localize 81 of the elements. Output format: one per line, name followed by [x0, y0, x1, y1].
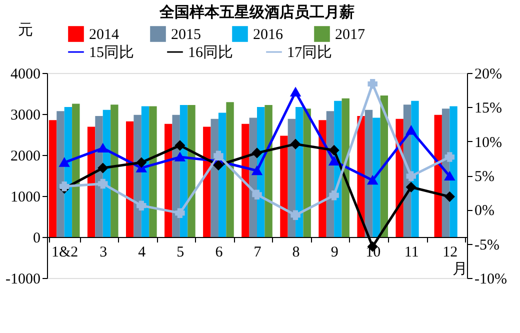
legend-label: 17同比: [287, 44, 332, 61]
bar: [226, 102, 234, 237]
bar: [126, 121, 134, 237]
point: [368, 176, 378, 185]
chart-title: 全国样本五星级酒店员工月薪: [158, 3, 354, 21]
point: [406, 126, 416, 135]
point: [252, 148, 262, 158]
bar: [188, 104, 196, 237]
point: [98, 163, 108, 173]
y-tick-label: 2000: [10, 148, 40, 164]
bar: [264, 104, 272, 237]
point: [290, 139, 300, 149]
legend-label: 16同比: [188, 44, 233, 61]
y-tick-label: 1000: [10, 190, 40, 206]
point: [329, 156, 339, 166]
y2-tick-label: 15%: [474, 100, 502, 117]
point: [175, 208, 185, 218]
x-tick-label: 11: [404, 244, 419, 260]
y2-tick-label: 0%: [474, 203, 494, 220]
x-axis-title: 月: [452, 262, 468, 278]
x-tick-label: 4: [138, 244, 146, 260]
x-tick-label: 7: [254, 244, 262, 260]
bar: [203, 126, 211, 237]
x-tick-label: 3: [100, 244, 108, 260]
y2-tick-label: -10%: [474, 272, 507, 288]
point: [406, 182, 416, 192]
x-tick-label: 12: [442, 244, 458, 260]
bar: [434, 114, 442, 237]
bar: [364, 110, 373, 237]
y2-tick-label: 20%: [474, 66, 502, 82]
x-tick-label: 9: [330, 244, 338, 260]
x-tick-label: 5: [176, 244, 184, 260]
bar: [87, 126, 96, 237]
point: [175, 140, 185, 150]
y-tick-label: -1000: [6, 272, 40, 288]
point: [406, 171, 416, 182]
legend-label: 2014: [89, 27, 120, 43]
point: [136, 200, 146, 210]
y-tick-label: 4000: [10, 66, 40, 82]
point: [252, 166, 262, 176]
bar: [450, 106, 458, 237]
point: [444, 172, 455, 181]
y-axis-title: 元: [18, 22, 33, 38]
x-tick-label: 8: [292, 244, 300, 260]
point: [98, 178, 108, 189]
y2-tick-label: 10%: [474, 134, 502, 151]
legend-label: 2015: [171, 27, 201, 43]
point: [59, 182, 70, 192]
point: [98, 144, 108, 153]
point: [136, 158, 146, 168]
y2-tick-label: 5%: [474, 169, 494, 185]
point: [290, 210, 300, 220]
point: [214, 160, 224, 170]
point: [175, 152, 185, 162]
point: [290, 88, 300, 96]
bar: [280, 136, 288, 237]
point: [444, 192, 455, 202]
legend-label: 15同比: [89, 44, 134, 61]
bar: [110, 104, 118, 237]
point: [252, 190, 262, 200]
y2-tick-label: -5%: [474, 237, 500, 254]
point: [329, 145, 339, 156]
y-tick-label: 3000: [10, 108, 40, 124]
x-tick-label: 1&2: [52, 244, 78, 260]
point: [59, 158, 70, 167]
bar: [242, 124, 250, 237]
bar: [164, 124, 172, 237]
point: [214, 150, 224, 161]
legend-label: 2016: [253, 27, 284, 43]
point: [368, 79, 378, 89]
bar: [149, 106, 157, 237]
x-tick-label: 6: [215, 244, 224, 260]
bar: [72, 104, 80, 237]
bar: [372, 118, 380, 237]
point: [329, 190, 339, 200]
legend-label: 2017: [335, 27, 366, 43]
point: [444, 152, 455, 162]
y-tick-label: 0: [33, 230, 40, 246]
bar: [318, 120, 326, 237]
bar: [303, 108, 311, 237]
bar: [48, 120, 57, 237]
